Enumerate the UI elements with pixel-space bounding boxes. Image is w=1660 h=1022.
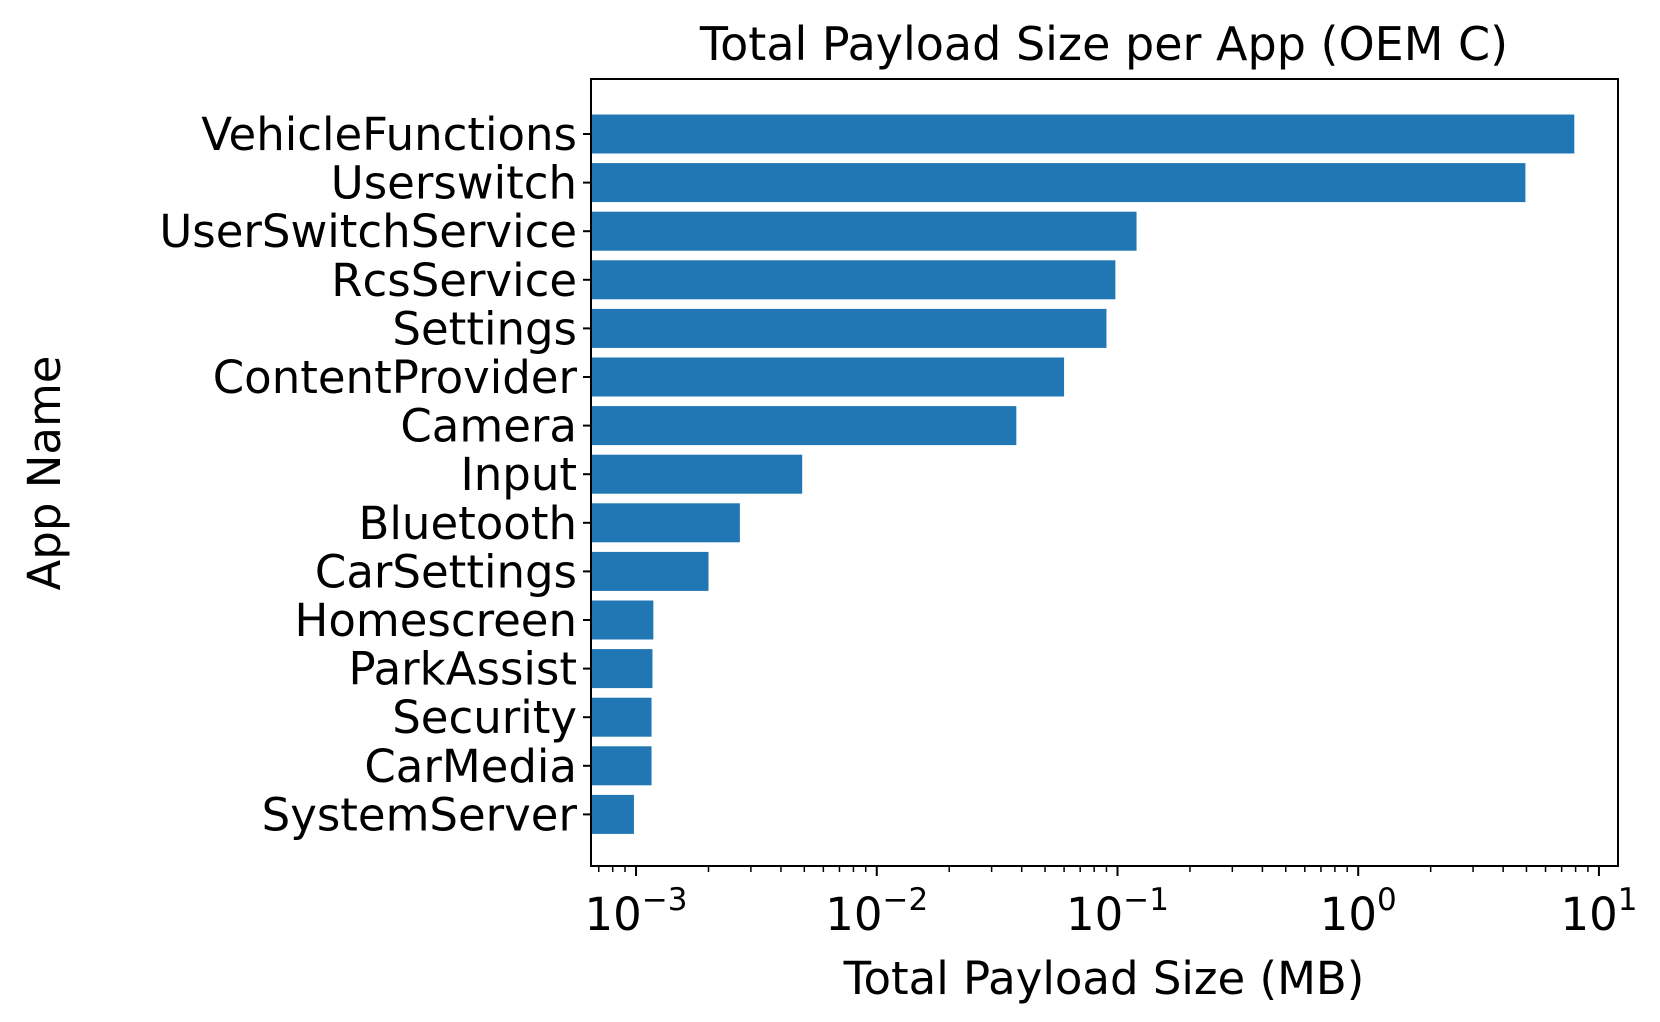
bar-Homescreen <box>591 600 654 640</box>
bar-Security <box>591 697 652 737</box>
bar-CarMedia <box>591 746 652 786</box>
bar-VehicleFunctions <box>591 114 1575 154</box>
category-label: ContentProvider <box>213 351 578 404</box>
x-tick-label: 101 <box>1560 882 1637 941</box>
x-axis-label: Total Payload Size (MB) <box>843 952 1365 1005</box>
bars-group <box>591 114 1575 834</box>
y-axis-label: App Name <box>18 356 71 591</box>
category-label: Userswitch <box>331 157 577 210</box>
x-tick-label-base: 10 <box>1560 888 1617 941</box>
category-label: Camera <box>400 400 577 453</box>
bar-SystemServer <box>591 794 634 834</box>
category-label: Input <box>460 448 577 501</box>
category-label: CarMedia <box>364 740 577 793</box>
category-label: Homescreen <box>295 594 577 647</box>
x-tick-label-exponent: −1 <box>1123 882 1169 918</box>
category-label: Security <box>392 691 577 744</box>
x-tick-label-exponent: −3 <box>642 882 688 918</box>
bar-Camera <box>591 406 1017 446</box>
x-tick-label: 10−1 <box>1066 882 1169 941</box>
x-tick-label: 10−3 <box>585 882 688 941</box>
x-tick-label-base: 10 <box>1066 888 1123 941</box>
bar-Bluetooth <box>591 503 740 543</box>
plot-frame <box>590 78 1619 867</box>
x-tick-label-base: 10 <box>1320 888 1377 941</box>
bar-CarSettings <box>591 551 709 591</box>
category-label: ParkAssist <box>348 643 577 696</box>
category-label: Bluetooth <box>359 497 577 550</box>
x-tick-label-exponent: 0 <box>1377 882 1397 918</box>
x-tick-label-base: 10 <box>585 888 642 941</box>
bar-ParkAssist <box>591 649 653 689</box>
bar-ContentProvider <box>591 357 1065 397</box>
bar-UserSwitchService <box>591 211 1137 251</box>
x-tick-label-exponent: 1 <box>1618 882 1638 918</box>
category-label: SystemServer <box>262 788 578 841</box>
category-label: RcsService <box>331 254 577 307</box>
x-tick-label: 10−2 <box>825 882 928 941</box>
category-label: VehicleFunctions <box>201 108 577 161</box>
category-labels: VehicleFunctionsUserswitchUserSwitchServ… <box>159 108 591 841</box>
bar-RcsService <box>591 260 1116 300</box>
bar-Input <box>591 454 803 494</box>
chart-title: Total Payload Size per App (OEM C) <box>699 17 1508 71</box>
category-label: UserSwitchService <box>159 205 577 258</box>
category-label: CarSettings <box>315 545 577 598</box>
x-tick-label: 100 <box>1320 882 1397 941</box>
category-label: Settings <box>392 302 577 355</box>
x-axis-ticks: 10−3 10−2 10−1 100 101 <box>585 866 1637 941</box>
x-tick-label-exponent: −2 <box>883 882 929 918</box>
x-tick-label-base: 10 <box>825 888 882 941</box>
bar-Settings <box>591 308 1107 348</box>
bar-Userswitch <box>591 163 1526 203</box>
